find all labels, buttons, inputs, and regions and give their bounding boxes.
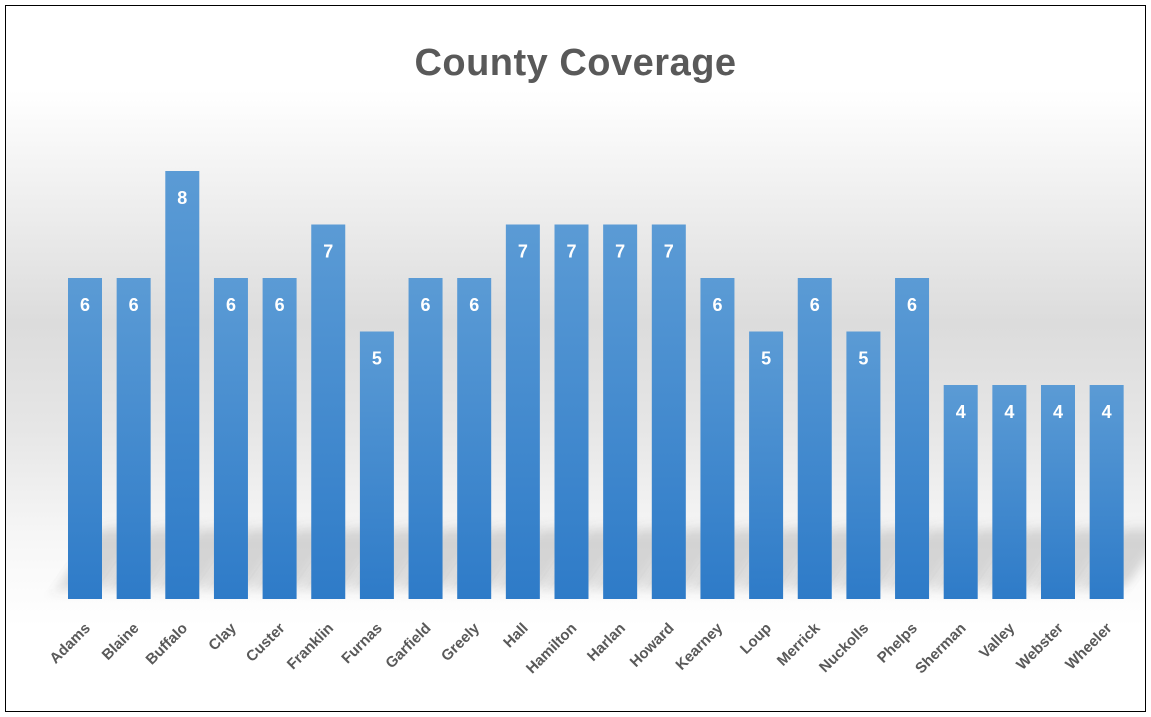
x-tick-label-wheeler: Wheeler	[1062, 620, 1115, 673]
x-tick-label-furnas: Furnas	[338, 620, 385, 667]
bar-blaine	[116, 278, 151, 599]
x-tick-label-blaine: Blaine	[99, 620, 143, 664]
x-tick-label-buffalo: Buffalo	[143, 620, 192, 669]
bars-group	[68, 171, 1124, 599]
x-tick-label-nuckolls: Nuckolls	[816, 620, 872, 676]
chart-frame: County Coverage 6 6 8 6 6 7 5 6 6 7 7 7 7 6 5 6 5 6 4 4 4 4 A…	[5, 5, 1146, 712]
data-label-valley: 4	[1004, 402, 1014, 422]
data-label-hall: 7	[518, 242, 528, 262]
bar-buffalo	[165, 171, 200, 599]
bar-wheeler	[1089, 385, 1124, 599]
data-label-nuckolls: 5	[858, 349, 868, 369]
data-label-clay: 6	[226, 295, 236, 315]
bar-chart-plot: 6 6 8 6 6 7 5 6 6 7 7 7 7 6 5 6 5 6 4 4 4 4 Adams Blaine Buffal…	[46, 171, 1145, 677]
x-tick-label-loup: Loup	[737, 620, 775, 658]
bar-sherman	[943, 385, 978, 599]
x-tick-label-clay: Clay	[205, 619, 240, 654]
x-tick-label-howard: Howard	[627, 620, 678, 671]
bar-hall	[505, 224, 540, 599]
x-tick-label-valley: Valley	[976, 619, 1019, 662]
data-label-webster: 4	[1053, 402, 1063, 422]
data-label-merrick: 6	[810, 295, 820, 315]
x-tick-label-webster: Webster	[1013, 620, 1067, 674]
x-tick-label-merrick: Merrick	[774, 619, 824, 669]
data-label-sherman: 4	[956, 402, 966, 422]
x-tick-label-hamilton: Hamilton	[523, 620, 580, 677]
bar-howard	[651, 224, 686, 599]
bar-harlan	[603, 224, 638, 599]
bar-merrick	[797, 278, 832, 599]
x-tick-label-greely: Greely	[438, 619, 484, 665]
data-label-blaine: 6	[129, 295, 139, 315]
bar-hamilton	[554, 224, 589, 599]
data-label-loup: 5	[761, 349, 771, 369]
bar-garfield	[408, 278, 443, 599]
data-label-franklin: 7	[323, 242, 333, 262]
data-label-greely: 6	[469, 295, 479, 315]
x-tick-label-custer: Custer	[243, 620, 289, 666]
bar-clay	[213, 278, 248, 599]
data-label-wheeler: 4	[1102, 402, 1112, 422]
x-tick-label-kearney: Kearney	[672, 619, 726, 673]
data-label-kearney: 6	[712, 295, 722, 315]
data-label-garfield: 6	[421, 295, 431, 315]
bar-greely	[457, 278, 492, 599]
bar-franklin	[311, 224, 346, 599]
bar-adams	[68, 278, 102, 599]
bar-furnas	[359, 331, 394, 599]
x-tick-label-harlan: Harlan	[584, 620, 629, 665]
data-label-hamilton: 7	[566, 242, 576, 262]
data-labels-group: 6 6 8 6 6 7 5 6 6 7 7 7 7 6 5 6 5 6 4 4 4 4	[80, 188, 1112, 422]
bar-webster	[1041, 385, 1075, 599]
data-label-buffalo: 8	[177, 188, 187, 208]
data-label-custer: 6	[275, 295, 285, 315]
x-tick-label-adams: Adams	[46, 620, 93, 667]
chart-title: County Coverage	[414, 42, 737, 84]
x-tick-label-garfield: Garfield	[382, 620, 434, 672]
bar-kearney	[700, 278, 735, 599]
data-label-adams: 6	[80, 295, 90, 315]
x-tick-label-hall: Hall	[500, 620, 531, 651]
bar-phelps	[895, 278, 930, 599]
data-label-furnas: 5	[372, 349, 382, 369]
bar-valley	[992, 385, 1027, 599]
x-tick-label-franklin: Franklin	[284, 620, 337, 673]
bar-loup	[749, 331, 784, 599]
data-label-phelps: 6	[907, 295, 917, 315]
x-tick-label-phelps: Phelps	[874, 620, 921, 667]
bar-nuckolls	[846, 331, 881, 599]
bar-custer	[262, 278, 297, 599]
data-label-harlan: 7	[615, 242, 625, 262]
x-tick-label-sherman: Sherman	[912, 620, 969, 677]
data-label-howard: 7	[664, 242, 674, 262]
